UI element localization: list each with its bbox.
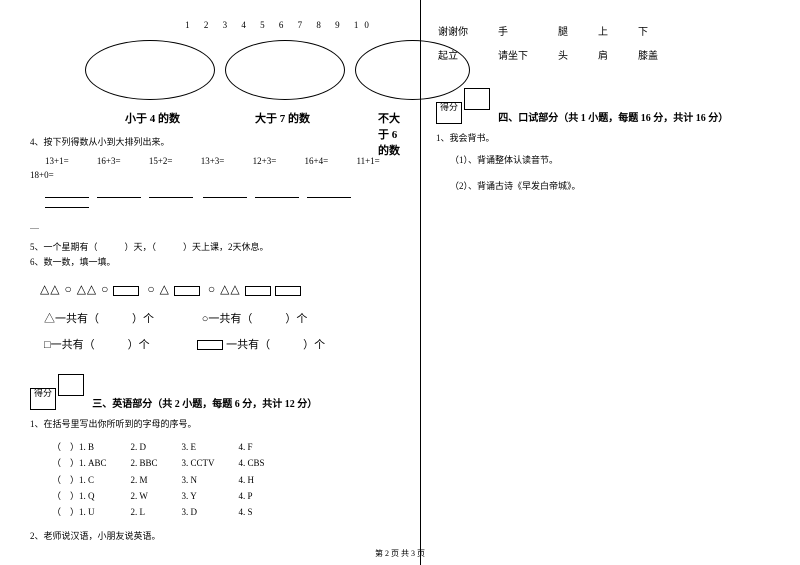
- vocab-table: 谢谢你手 腿上 下 起立请坐下 头肩 膝盖: [436, 20, 688, 70]
- count-row-1: △一共有（ ）个 ○一共有（ ）个: [30, 310, 410, 326]
- calc-4: 13+3=: [201, 156, 225, 166]
- calc-last: 18+0=: [30, 170, 410, 180]
- ellipse-2: [225, 40, 345, 100]
- number-sequence: 1 2 3 4 5 6 7 8 9 10: [150, 20, 410, 30]
- question-5: 5、一个星期有（ ）天，（ ）天上课，2天休息。: [30, 239, 410, 255]
- score-box-left: 得分 三、英语部分（共 2 小题，每题 6 分，共计 12 分）: [30, 374, 410, 410]
- ellipse-2-label: 大于 7 的数: [255, 110, 310, 126]
- eng-table: （ ）1. B2. D3. E4. F （ ）1. ABC2. BBC3. CC…: [30, 438, 289, 522]
- ellipse-labels: 小于 4 的数 大于 7 的数 不大于 6 的数: [30, 110, 410, 128]
- count-row-2: □一共有（ ）个 一共有（ ）个: [30, 336, 410, 352]
- oral-q1-2: （2）、背诵古诗《早发白帝城》。: [436, 178, 760, 194]
- ellipse-1: [85, 40, 215, 100]
- vocab-row-1: 谢谢你手 腿上 下: [438, 22, 686, 44]
- oral-q1: 1、我会背书。: [436, 130, 760, 146]
- calc-5: 12+3=: [253, 156, 277, 166]
- answer-blanks: [30, 190, 410, 210]
- calc-2: 16+3=: [97, 156, 121, 166]
- question-6: 6、数一数，填一填。: [30, 255, 410, 268]
- eng-q1: 1、在括号里写出你所听到的字母的序号。: [30, 416, 410, 432]
- ellipse-3-label: 不大于 6 的数: [378, 110, 410, 158]
- eng-row-1: （ ）1. B2. D3. E4. F: [52, 440, 287, 454]
- calc-row: 13+1= 16+3= 15+2= 13+3= 12+3= 16+4= 11+1…: [30, 156, 410, 166]
- section-4-title: 四、口试部分（共 1 小题，每题 16 分，共计 16 分）: [498, 109, 728, 124]
- tri-count: △一共有（ ）个: [44, 310, 154, 326]
- calc-7: 11+1=: [356, 156, 379, 166]
- ellipse-container: [30, 35, 410, 110]
- cir-count: ○一共有（ ）个: [202, 310, 308, 326]
- ellipse-1-label: 小于 4 的数: [125, 110, 180, 126]
- section-3-title: 三、英语部分（共 2 小题，每题 6 分，共计 12 分）: [92, 395, 317, 410]
- question-4: 4、按下列得数从小到大排列出来。: [30, 134, 410, 150]
- eng-row-3: （ ）1. C2. M3. N4. H: [52, 473, 287, 487]
- page-footer: 第 2 页 共 3 页: [0, 548, 800, 559]
- shapes-sequence: △△ ○ △△ ○ ○ △ ○ △△: [30, 280, 410, 299]
- sq-count: □一共有（ ）个: [44, 336, 150, 352]
- oral-q1-1: （1）、背诵整体认读音节。: [436, 152, 760, 168]
- eng-q2: 2、老师说汉语，小朋友说英语。: [30, 528, 410, 544]
- eng-row-2: （ ）1. ABC2. BBC3. CCTV4. CBS: [52, 456, 287, 470]
- dash-line: ＿: [30, 218, 410, 231]
- score-label-right: 得分: [437, 103, 461, 113]
- calc-3: 15+2=: [149, 156, 173, 166]
- eng-row-4: （ ）1. Q2. W3. Y4. P: [52, 489, 287, 503]
- calc-1: 13+1=: [45, 156, 69, 166]
- calc-6: 16+4=: [305, 156, 329, 166]
- rect-count: 一共有（ ）个: [226, 339, 325, 351]
- ellipse-3: [355, 40, 470, 100]
- score-box-right: 得分 四、口试部分（共 1 小题，每题 16 分，共计 16 分）: [436, 88, 760, 124]
- eng-row-5: （ ）1. U2. L3. D4. S: [52, 505, 287, 519]
- vocab-row-2: 起立请坐下 头肩 膝盖: [438, 46, 686, 68]
- score-label-left: 得分: [31, 389, 55, 399]
